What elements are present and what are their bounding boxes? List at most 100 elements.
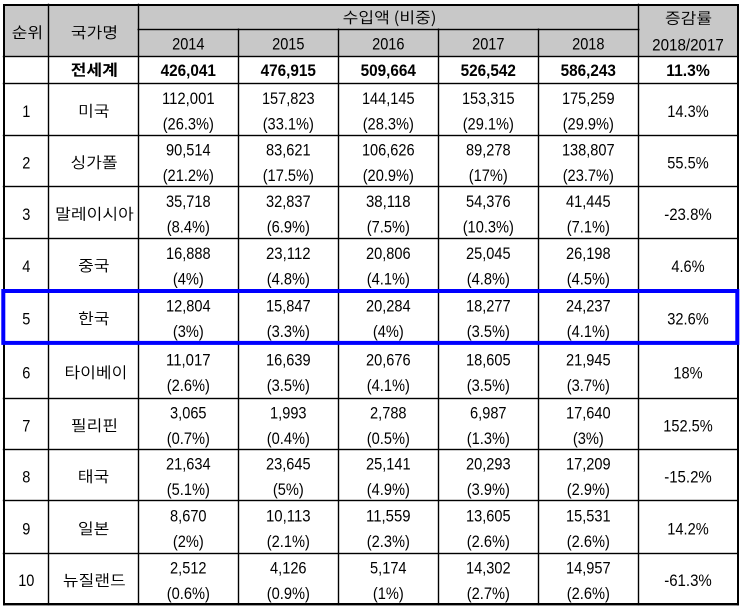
svg-text:14,957: 14,957 xyxy=(566,560,611,578)
svg-text:1: 1 xyxy=(22,103,30,121)
svg-text:25,045: 25,045 xyxy=(466,245,511,263)
svg-text:2: 2 xyxy=(22,154,30,172)
svg-text:54,376: 54,376 xyxy=(466,193,511,211)
svg-text:17,209: 17,209 xyxy=(566,456,611,474)
svg-text:(4.8%): (4.8%) xyxy=(267,271,310,289)
svg-text:(4.1%): (4.1%) xyxy=(367,377,410,395)
svg-text:(29.9%): (29.9%) xyxy=(563,116,614,134)
svg-text:(4.8%): (4.8%) xyxy=(467,271,510,289)
svg-text:11.3%: 11.3% xyxy=(666,61,710,80)
svg-text:2,512: 2,512 xyxy=(170,560,207,578)
svg-text:(29.1%): (29.1%) xyxy=(463,116,514,134)
svg-text:(2.6%): (2.6%) xyxy=(567,585,610,603)
svg-text:11,017: 11,017 xyxy=(166,352,211,370)
svg-text:(2.1%): (2.1%) xyxy=(267,533,310,551)
svg-text:(2.6%): (2.6%) xyxy=(567,533,610,551)
svg-text:20,284: 20,284 xyxy=(366,298,411,316)
svg-text:2017: 2017 xyxy=(472,36,504,54)
svg-text:-15.2%: -15.2% xyxy=(664,468,712,486)
svg-text:-61.3%: -61.3% xyxy=(664,572,712,590)
svg-text:18,277: 18,277 xyxy=(466,298,511,316)
svg-text:175,259: 175,259 xyxy=(562,90,615,108)
svg-text:55.5%: 55.5% xyxy=(667,154,709,172)
svg-text:13,605: 13,605 xyxy=(466,508,511,526)
svg-text:15,847: 15,847 xyxy=(266,298,311,316)
svg-text:(20.9%): (20.9%) xyxy=(363,167,414,185)
svg-text:21,945: 21,945 xyxy=(566,352,611,370)
svg-text:41,445: 41,445 xyxy=(566,193,611,211)
svg-text:(7.1%): (7.1%) xyxy=(567,219,610,237)
svg-text:(0.9%): (0.9%) xyxy=(267,585,310,603)
svg-text:23,645: 23,645 xyxy=(266,456,311,474)
svg-text:(4.1%): (4.1%) xyxy=(367,271,410,289)
svg-text:(3.5%): (3.5%) xyxy=(467,377,510,395)
svg-text:(4.1%): (4.1%) xyxy=(567,323,610,341)
svg-text:15,531: 15,531 xyxy=(566,508,611,526)
svg-text:14.2%: 14.2% xyxy=(667,520,709,538)
svg-text:6: 6 xyxy=(22,364,30,382)
svg-text:(2.9%): (2.9%) xyxy=(567,481,610,499)
svg-text:112,001: 112,001 xyxy=(162,90,215,108)
svg-text:(3%): (3%) xyxy=(173,323,204,341)
svg-text:476,915: 476,915 xyxy=(261,61,316,80)
svg-text:2018/2017: 2018/2017 xyxy=(652,36,724,54)
svg-text:(1.3%): (1.3%) xyxy=(467,430,510,448)
svg-text:153,315: 153,315 xyxy=(462,90,515,108)
svg-text:(0.6%): (0.6%) xyxy=(167,585,210,603)
svg-text:(0.5%): (0.5%) xyxy=(367,430,410,448)
svg-text:(6.9%): (6.9%) xyxy=(267,219,310,237)
svg-text:138,807: 138,807 xyxy=(562,142,615,160)
svg-text:(4.9%): (4.9%) xyxy=(367,481,410,499)
svg-text:32,837: 32,837 xyxy=(266,193,311,211)
svg-text:5: 5 xyxy=(22,310,30,328)
svg-text:17,640: 17,640 xyxy=(566,405,611,423)
svg-text:152.5%: 152.5% xyxy=(663,417,713,435)
svg-text:(2.6%): (2.6%) xyxy=(167,377,210,395)
svg-text:35,718: 35,718 xyxy=(166,193,211,211)
svg-text:16,639: 16,639 xyxy=(266,352,311,370)
svg-text:20,806: 20,806 xyxy=(366,245,411,263)
svg-text:2014: 2014 xyxy=(172,36,204,54)
svg-text:83,621: 83,621 xyxy=(266,142,311,160)
svg-text:5,174: 5,174 xyxy=(370,560,407,578)
svg-text:20,293: 20,293 xyxy=(466,456,511,474)
svg-text:(2%): (2%) xyxy=(173,533,204,551)
svg-text:526,542: 526,542 xyxy=(461,61,516,80)
svg-text:4,126: 4,126 xyxy=(270,560,307,578)
svg-text:6,987: 6,987 xyxy=(470,405,507,423)
svg-text:(17.5%): (17.5%) xyxy=(263,167,314,185)
svg-text:(2.6%): (2.6%) xyxy=(467,533,510,551)
svg-text:(4%): (4%) xyxy=(373,323,404,341)
svg-text:-23.8%: -23.8% xyxy=(664,206,712,224)
svg-text:(3.7%): (3.7%) xyxy=(567,377,610,395)
svg-text:10,113: 10,113 xyxy=(266,508,311,526)
svg-text:21,634: 21,634 xyxy=(166,456,211,474)
svg-text:9: 9 xyxy=(22,520,30,538)
svg-text:(3.9%): (3.9%) xyxy=(467,481,510,499)
svg-text:106,626: 106,626 xyxy=(362,142,415,160)
svg-text:(8.4%): (8.4%) xyxy=(167,219,210,237)
svg-text:(5%): (5%) xyxy=(273,481,304,499)
svg-text:2015: 2015 xyxy=(272,36,304,54)
svg-text:3: 3 xyxy=(22,206,30,224)
svg-text:(3.5%): (3.5%) xyxy=(267,377,310,395)
svg-text:24,237: 24,237 xyxy=(566,298,611,316)
svg-text:18%: 18% xyxy=(673,364,702,382)
svg-text:(2.7%): (2.7%) xyxy=(467,585,510,603)
svg-text:1,993: 1,993 xyxy=(270,405,307,423)
svg-text:8,670: 8,670 xyxy=(170,508,207,526)
svg-text:157,823: 157,823 xyxy=(262,90,315,108)
svg-text:14,302: 14,302 xyxy=(466,560,511,578)
svg-text:32.6%: 32.6% xyxy=(667,310,709,328)
svg-text:3,065: 3,065 xyxy=(170,405,207,423)
svg-text:(10.3%): (10.3%) xyxy=(463,219,514,237)
svg-text:2,788: 2,788 xyxy=(370,405,407,423)
svg-text:144,145: 144,145 xyxy=(362,90,415,108)
svg-text:25,141: 25,141 xyxy=(366,456,411,474)
svg-text:2018: 2018 xyxy=(572,36,604,54)
svg-text:586,243: 586,243 xyxy=(561,61,616,80)
svg-text:426,041: 426,041 xyxy=(161,61,216,80)
svg-text:(17%): (17%) xyxy=(469,167,508,185)
svg-text:20,676: 20,676 xyxy=(366,352,411,370)
svg-text:16,888: 16,888 xyxy=(166,245,211,263)
